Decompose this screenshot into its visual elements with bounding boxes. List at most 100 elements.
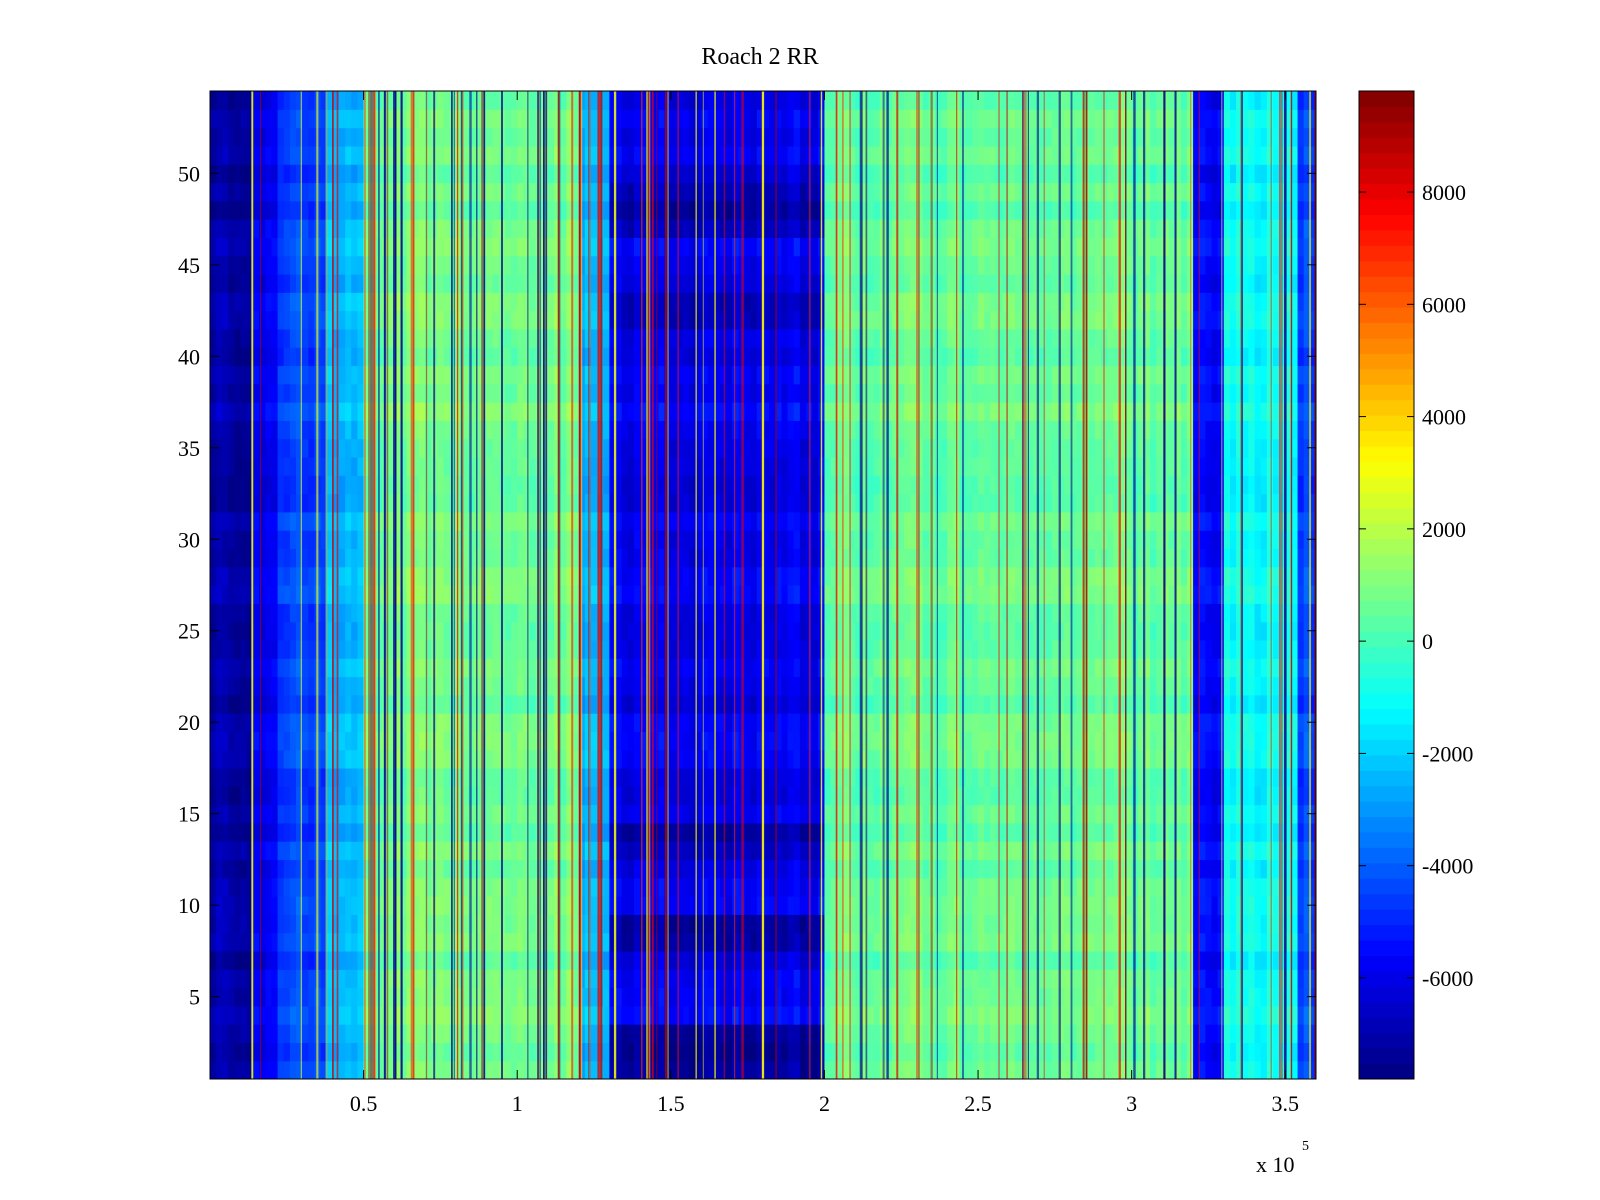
heatmap-cell (726, 365, 733, 385)
heatmap-cell (750, 109, 758, 129)
heatmap-cell (345, 1005, 352, 1025)
heatmap-cell (689, 566, 697, 586)
heatmap-cell (277, 731, 285, 751)
heatmap-cell (750, 914, 758, 934)
heatmap-cell (627, 786, 635, 806)
heatmap-cell (511, 713, 518, 732)
heatmap-cell (259, 402, 266, 421)
heatmap-cell (474, 164, 481, 184)
heatmap-cell (363, 310, 371, 330)
heatmap-cell (308, 822, 316, 842)
heatmap-cell (719, 273, 727, 293)
heatmap-cell (517, 749, 524, 769)
heatmap-cell (683, 365, 690, 385)
heatmap-cell (216, 932, 223, 952)
heatmap-cell (240, 1060, 248, 1079)
heatmap-cell (701, 786, 709, 806)
heatmap-cell (283, 804, 291, 824)
heatmap-cell (640, 731, 647, 751)
heatmap-cell (357, 383, 365, 403)
heatmap-cell (320, 786, 328, 806)
heatmap-cell (627, 310, 635, 330)
heatmap-cell (345, 328, 352, 348)
heatmap-cell (609, 402, 617, 421)
heatmap-cell (406, 109, 414, 129)
heatmap-cell (652, 731, 660, 751)
heatmap-cell (259, 91, 266, 110)
heatmap-cell (265, 841, 273, 861)
heatmap-cell (210, 91, 217, 110)
heatmap-cell (437, 767, 445, 787)
heatmap-cell (517, 841, 524, 861)
heatmap-cell (406, 786, 414, 806)
heatmap-cell (670, 877, 678, 897)
heatmap-cell (283, 219, 291, 238)
heatmap-cell (357, 420, 365, 440)
heatmap-cell (363, 530, 371, 550)
heatmap-cell (308, 585, 316, 604)
heatmap-cell (504, 1024, 512, 1044)
heatmap-cell (271, 639, 279, 659)
heatmap-cell (763, 841, 770, 861)
heatmap-cell (357, 914, 365, 934)
heatmap-cell (289, 767, 297, 787)
heatmap-cell (633, 109, 641, 129)
heatmap-cell (240, 1024, 248, 1044)
heatmap-cell (676, 420, 684, 440)
heatmap-cell (541, 859, 549, 879)
heatmap-cell (400, 511, 408, 531)
heatmap-cell (584, 219, 592, 238)
heatmap-cell (240, 182, 248, 202)
heatmap-cell (609, 950, 617, 970)
heatmap-cell (547, 255, 555, 275)
heatmap-cell (302, 731, 309, 751)
heatmap-cell (547, 987, 555, 1007)
heatmap-cell (523, 603, 531, 623)
heatmap-cell (400, 694, 408, 714)
heatmap-cell (455, 749, 463, 769)
heatmap-cell (590, 456, 598, 476)
heatmap-cell (658, 164, 666, 184)
heatmap-cell (492, 420, 500, 440)
heatmap-cell (719, 182, 727, 202)
heatmap-cell (234, 292, 242, 312)
heatmap-cell (474, 804, 481, 824)
heatmap-cell (234, 109, 242, 129)
heatmap-cell (676, 621, 684, 641)
heatmap-cell (621, 328, 629, 348)
heatmap-cell (609, 1060, 617, 1079)
heatmap-cell (584, 109, 592, 129)
heatmap-cell (443, 859, 451, 879)
heatmap-cell (633, 713, 641, 732)
heatmap-cell (652, 914, 660, 934)
heatmap-cell (228, 383, 236, 403)
heatmap-cell (437, 310, 445, 330)
heatmap-cell (621, 182, 629, 202)
heatmap-cell (769, 310, 776, 330)
heatmap-cell (351, 530, 359, 550)
heatmap-cell (683, 786, 690, 806)
heatmap-cell (296, 932, 303, 952)
heatmap-cell (425, 658, 432, 678)
heatmap-cell (394, 237, 402, 257)
heatmap-cell (308, 950, 316, 970)
heatmap-cell (676, 292, 684, 312)
heatmap-cell (265, 822, 273, 842)
heatmap-cell (769, 402, 776, 421)
heatmap-cell (584, 438, 592, 458)
heatmap-cell (590, 585, 598, 604)
heatmap-cell (357, 402, 365, 421)
heatmap-cell (726, 804, 733, 824)
heatmap-cell (523, 566, 531, 586)
heatmap-cell (541, 456, 549, 476)
heatmap-cell (523, 456, 531, 476)
heatmap-cell (529, 182, 537, 202)
heatmap-cell (603, 548, 610, 568)
heatmap-cell (443, 969, 451, 989)
heatmap-cell (486, 530, 494, 550)
heatmap-cell (633, 786, 641, 806)
heatmap-cell (265, 1024, 273, 1044)
heatmap-cell (222, 694, 230, 714)
heatmap-cell (449, 603, 457, 623)
heatmap-cell (529, 548, 537, 568)
